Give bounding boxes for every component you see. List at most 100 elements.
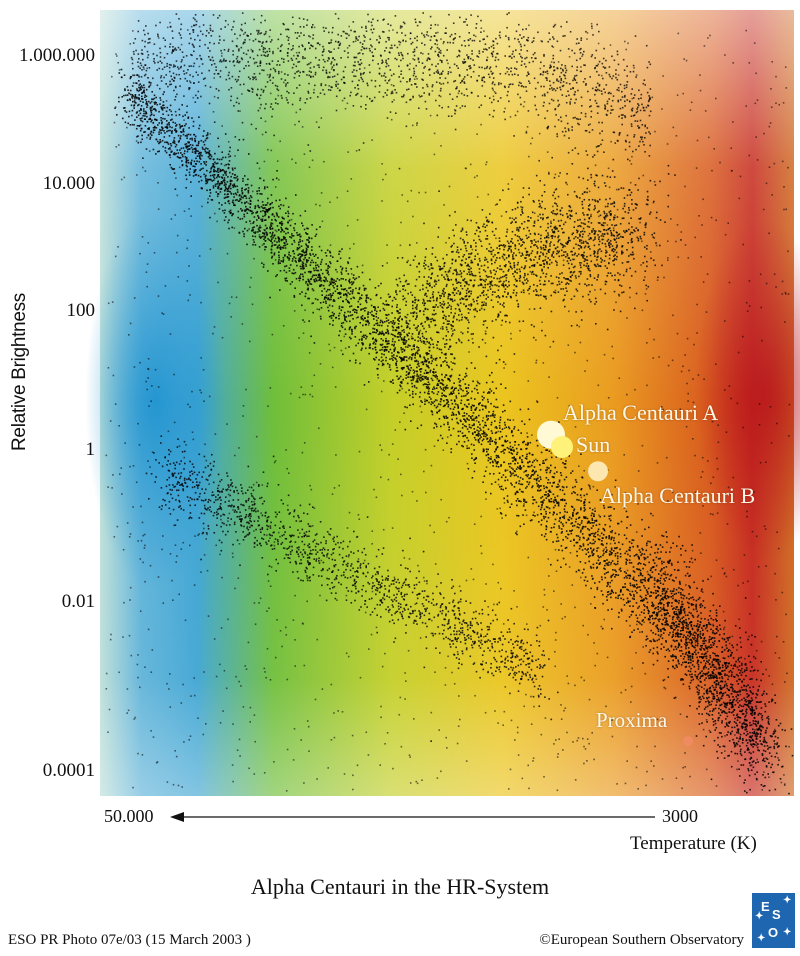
star-dot xyxy=(379,349,381,351)
star-dot xyxy=(485,454,488,457)
star-dot xyxy=(520,245,522,247)
star-dot xyxy=(620,590,622,592)
star-dot xyxy=(305,259,308,261)
star-dot xyxy=(294,257,297,260)
star-dot xyxy=(712,652,714,654)
star-dot xyxy=(652,652,654,655)
star-dot xyxy=(618,594,621,596)
star-dot xyxy=(638,605,640,608)
star-dot xyxy=(264,207,266,209)
star-dot xyxy=(447,423,449,426)
star-dot xyxy=(334,283,336,285)
star-dot xyxy=(753,709,755,712)
star-dot xyxy=(344,333,347,335)
star-dot xyxy=(349,293,351,295)
star-dot xyxy=(218,184,221,186)
star-dot xyxy=(500,465,502,467)
star-dot xyxy=(326,269,329,272)
star-dot xyxy=(442,387,445,389)
star-dot xyxy=(406,333,408,336)
star-dot xyxy=(352,282,354,285)
star-dot xyxy=(306,227,308,230)
star-dot xyxy=(439,302,441,304)
star-dot xyxy=(548,499,550,501)
star-dot xyxy=(446,399,449,401)
star-dot xyxy=(441,392,443,395)
star-dot xyxy=(683,634,685,637)
star-dot xyxy=(430,377,433,380)
star-dot xyxy=(585,265,587,267)
star-dot xyxy=(507,418,509,421)
star-dot xyxy=(357,306,359,308)
star-dot xyxy=(396,391,399,394)
star-dot xyxy=(319,276,322,279)
star-dot xyxy=(432,319,435,322)
star-dot xyxy=(372,348,374,350)
star-dot xyxy=(568,237,570,240)
star-dot xyxy=(300,273,302,275)
star-dot xyxy=(257,228,260,230)
star-dot xyxy=(378,324,381,327)
star-dot xyxy=(629,524,632,526)
star-dot xyxy=(556,228,558,230)
star-dot xyxy=(438,190,440,192)
star-dot xyxy=(520,448,522,450)
star-dot xyxy=(354,361,357,364)
star-dot xyxy=(558,280,560,283)
star-dot xyxy=(563,298,565,301)
star-dot xyxy=(560,521,562,524)
star-dot xyxy=(565,502,567,505)
star-dot xyxy=(245,208,248,210)
star-dot xyxy=(562,557,565,560)
star-dot xyxy=(210,168,212,170)
star-dot xyxy=(311,276,314,278)
star-dot xyxy=(405,341,407,344)
star-dot xyxy=(412,312,414,314)
star-dot xyxy=(593,522,595,524)
star-dot xyxy=(267,270,269,272)
star-dot xyxy=(433,313,435,316)
star-dot xyxy=(595,519,598,522)
star-dot xyxy=(318,245,321,248)
star-dot xyxy=(189,144,192,146)
star-dot xyxy=(527,408,530,410)
star-dot xyxy=(141,98,143,100)
star-dot xyxy=(503,285,505,288)
star-dot xyxy=(558,277,560,279)
star-dot xyxy=(371,314,373,316)
star-dot xyxy=(330,315,332,317)
star-dot xyxy=(333,299,335,301)
star-dot xyxy=(416,427,419,429)
star-dot xyxy=(468,290,471,292)
star-dot xyxy=(633,555,636,557)
star-dot xyxy=(210,166,213,169)
star-dot xyxy=(519,468,522,470)
star-dot xyxy=(522,320,525,322)
star-dot xyxy=(546,263,548,265)
star-dot xyxy=(543,487,546,490)
star-dot xyxy=(212,187,215,189)
star-dot xyxy=(414,255,416,258)
star-dot xyxy=(382,362,384,365)
star-dot xyxy=(349,282,351,284)
star-dot xyxy=(505,426,508,429)
star-dot xyxy=(509,441,511,444)
star-dot xyxy=(402,295,404,297)
star-dot xyxy=(570,522,572,525)
star-dot xyxy=(653,583,656,585)
star-dot xyxy=(719,685,722,687)
star-dot xyxy=(681,603,683,606)
star-dot xyxy=(611,560,614,562)
star-dot xyxy=(542,502,544,504)
star-dot xyxy=(145,88,148,91)
star-dot xyxy=(257,206,260,208)
star-dot xyxy=(412,369,415,371)
star-dot xyxy=(646,299,648,302)
star-dot xyxy=(312,253,314,255)
star-dot xyxy=(431,413,434,416)
star-dot xyxy=(162,117,164,120)
star-dot xyxy=(597,251,599,253)
star-dot xyxy=(555,486,558,488)
star-dot xyxy=(650,567,653,570)
star-dot xyxy=(146,106,148,108)
